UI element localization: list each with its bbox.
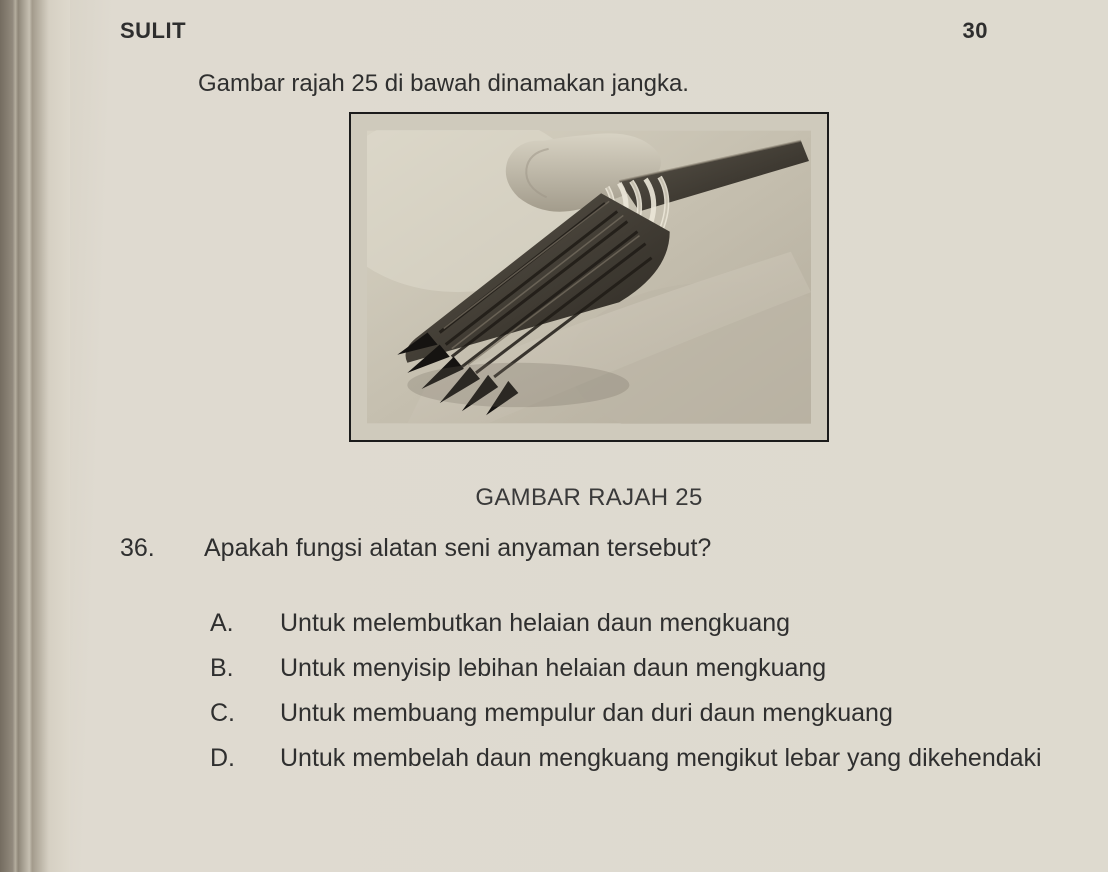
question-row: 36. Apakah fungsi alatan seni anyaman te… — [120, 534, 1068, 563]
jangka-illustration — [367, 130, 811, 424]
option-c[interactable]: C. Untuk membuang mempulur dan duri daun… — [210, 699, 1068, 728]
option-letter: C. — [210, 699, 240, 728]
page-spine — [0, 0, 70, 872]
question-text: Apakah fungsi alatan seni anyaman terseb… — [204, 534, 711, 563]
question-number: 36. — [120, 534, 170, 563]
figure-caption: GAMBAR RAJAH 25 — [110, 484, 1068, 512]
option-letter: D. — [210, 744, 240, 773]
page-number: 30 — [963, 18, 988, 44]
option-b[interactable]: B. Untuk menyisip lebihan helaian daun m… — [210, 654, 1068, 683]
option-letter: B. — [210, 654, 240, 683]
option-d[interactable]: D. Untuk membelah daun mengkuang mengiku… — [210, 744, 1068, 773]
page-header: SULIT 30 — [110, 18, 1068, 44]
figure-frame — [349, 112, 829, 442]
classification-label: SULIT — [120, 18, 186, 44]
figure-instruction: Gambar rajah 25 di bawah dinamakan jangk… — [198, 70, 1068, 98]
option-a[interactable]: A. Untuk melembutkan helaian daun mengku… — [210, 609, 1068, 638]
option-text: Untuk melembutkan helaian daun mengkuang — [280, 609, 790, 638]
exam-page: SULIT 30 Gambar rajah 25 di bawah dinama… — [70, 0, 1108, 872]
answer-options: A. Untuk melembutkan helaian daun mengku… — [210, 609, 1068, 773]
option-letter: A. — [210, 609, 240, 638]
option-text: Untuk menyisip lebihan helaian daun meng… — [280, 654, 826, 683]
option-text: Untuk membuang mempulur dan duri daun me… — [280, 699, 893, 728]
option-text: Untuk membelah daun mengkuang mengikut l… — [280, 744, 1042, 773]
